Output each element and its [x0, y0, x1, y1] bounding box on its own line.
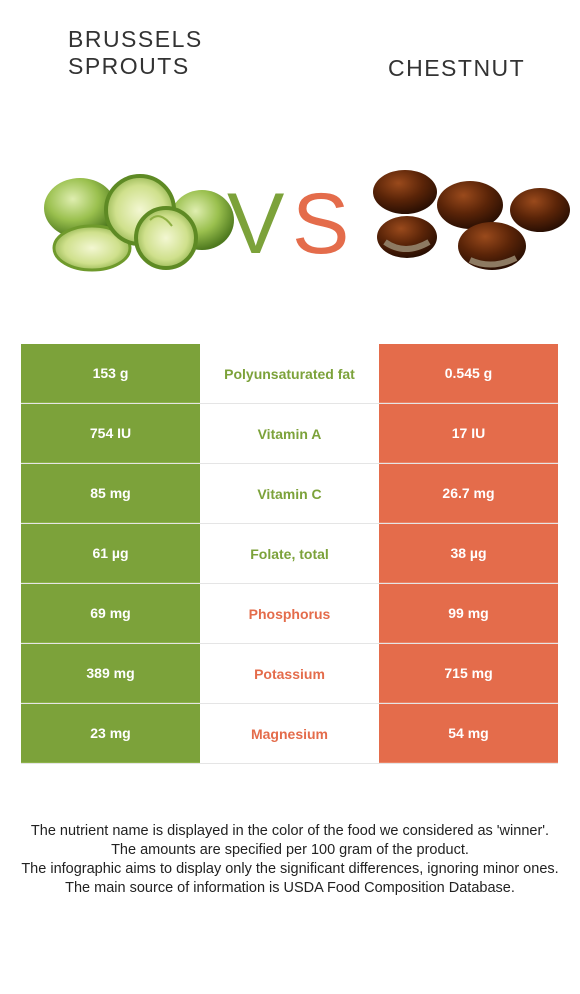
vs-letter-s: S: [292, 176, 349, 272]
table-row: 754 IU Vitamin A 17 IU: [21, 404, 558, 464]
footnote-source: The main source of information is USDA F…: [65, 880, 515, 896]
nutrient-name: Vitamin A: [200, 404, 379, 463]
right-food-value: 0.545 g: [379, 344, 558, 403]
hero-images: V S: [44, 170, 570, 272]
vs-letter-v: V: [227, 176, 284, 272]
brussels-sprouts-image: [44, 174, 234, 272]
nutrient-name: Potassium: [200, 644, 379, 703]
footnotes: The nutrient name is displayed in the co…: [20, 822, 560, 898]
right-food-value: 38 µg: [379, 524, 558, 583]
left-food-value: 153 g: [21, 344, 200, 403]
table-row: 389 mg Potassium 715 mg: [21, 644, 558, 704]
nutrient-name: Magnesium: [200, 704, 379, 763]
nutrient-name: Vitamin C: [200, 464, 379, 523]
right-food-value: 54 mg: [379, 704, 558, 763]
left-food-title-line1: BRUSSELS: [68, 26, 203, 52]
table-row: 153 g Polyunsaturated fat 0.545 g: [21, 344, 558, 404]
right-food-value: 99 mg: [379, 584, 558, 643]
table-row: 23 mg Magnesium 54 mg: [21, 704, 558, 764]
table-row: 85 mg Vitamin C 26.7 mg: [21, 464, 558, 524]
right-food-title: CHESTNUT: [388, 55, 526, 81]
left-food-value: 69 mg: [21, 584, 200, 643]
left-food-title-line2: SPROUTS: [68, 53, 190, 79]
left-food-value: 61 µg: [21, 524, 200, 583]
nutrient-name: Folate, total: [200, 524, 379, 583]
nutrient-name: Phosphorus: [200, 584, 379, 643]
footnote-significance: The infographic aims to display only the…: [21, 861, 559, 877]
left-food-title: BRUSSELS SPROUTS: [68, 26, 268, 80]
chestnuts-image: [373, 170, 570, 270]
table-row: 61 µg Folate, total 38 µg: [21, 524, 558, 584]
table-row: 69 mg Phosphorus 99 mg: [21, 584, 558, 644]
footnote-amounts: The amounts are specified per 100 gram o…: [111, 842, 469, 858]
left-food-value: 85 mg: [21, 464, 200, 523]
footnote-winner: The nutrient name is displayed in the co…: [30, 823, 550, 839]
right-food-value: 26.7 mg: [379, 464, 558, 523]
right-food-value: 715 mg: [379, 644, 558, 703]
left-food-value: 389 mg: [21, 644, 200, 703]
comparison-table: 153 g Polyunsaturated fat 0.545 g 754 IU Vit…: [21, 344, 558, 764]
nutrient-name: Polyunsaturated fat: [200, 344, 379, 403]
left-food-value: 23 mg: [21, 704, 200, 763]
left-food-value: 754 IU: [21, 404, 200, 463]
right-food-value: 17 IU: [379, 404, 558, 463]
